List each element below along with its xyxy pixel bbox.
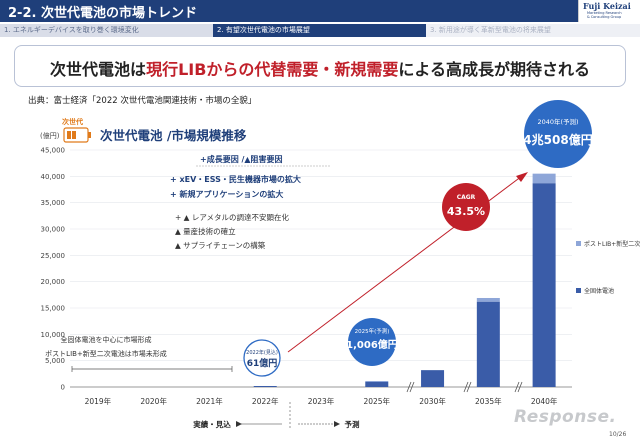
- y-tick-label: 15,000: [41, 305, 66, 313]
- bar-postlib-2025年: [365, 380, 389, 382]
- x-tick-label: 2025年: [363, 396, 390, 406]
- watermark: Response.: [514, 407, 617, 427]
- bubble-2040-value: 4兆508億円: [523, 132, 592, 147]
- cagr-label: CAGR: [457, 194, 476, 201]
- period-actual-label: 実績・見込: [193, 419, 231, 429]
- chart-badge-label: 次世代: [62, 117, 83, 126]
- section-tabs: 1. エネルギーデバイスを取り巻く環境変化 2. 有望次世代電池の市場展望 3.…: [0, 22, 640, 38]
- x-tick-label: 2019年: [85, 396, 112, 406]
- bar-postlib-2035年: [476, 297, 500, 302]
- y-tick-label: 5,000: [45, 357, 65, 365]
- growth-factor-2: + 新規アプリケーションの拡大: [170, 189, 283, 199]
- risk-factor-1: + ▲ レアメタルの調達不安顕在化: [175, 212, 289, 222]
- bubble-2022: [243, 339, 281, 377]
- period-forecast-label: 予測: [345, 419, 360, 429]
- tab-section-2[interactable]: 2. 有望次世代電池の市場展望: [213, 24, 426, 37]
- note-line-1: 全固体電池を中心に市場形成: [61, 335, 152, 344]
- factors-header: +成長要因 /▲阻害要因: [200, 154, 283, 164]
- bar-solidstate-2040年: [532, 183, 556, 387]
- page-number: 10/26: [609, 431, 627, 438]
- bubble-2040: [524, 100, 592, 168]
- bubble-2025-value: 1,006億円: [346, 338, 398, 351]
- risk-factor-2: ▲ 量産技術の確立: [175, 226, 236, 236]
- battery-badge-icon: [63, 127, 91, 143]
- bar-postlib-2040年: [532, 173, 556, 184]
- y-tick-label: 35,000: [41, 199, 66, 207]
- x-tick-label: 2020年: [140, 396, 167, 406]
- y-tick-label: 20,000: [41, 278, 66, 286]
- bar-solidstate-2025年: [365, 381, 389, 387]
- bubble-2040-label: 2040年(予測): [537, 117, 578, 126]
- y-tick-label: 30,000: [41, 226, 66, 234]
- logo-name: Fuji Keizai: [583, 1, 631, 11]
- bar-group: [253, 173, 556, 387]
- cagr-value: 43.5%: [447, 205, 485, 218]
- bubble-2022-value: 61億円: [247, 357, 278, 369]
- page-title: 2-2. 次世代電池の市場トレンド: [8, 6, 197, 21]
- bubble-2025-label: 2025年(予測): [355, 327, 390, 335]
- bubble-2022-label: 2022年(見込): [246, 349, 278, 356]
- x-axis: 2019年 2020年 2021年 2022年 2023年 2025年 2030年 2035年…: [85, 396, 558, 406]
- source-citation: 出典：富士経済「2022 次世代電池関連技術・市場の全貌」: [28, 96, 257, 106]
- x-tick-label: 2035年: [475, 396, 502, 406]
- logo-subtitle: Marketing Research & Consulting Group: [587, 11, 622, 19]
- bar-solidstate-2022年: [253, 386, 277, 387]
- chart-title: 次世代電池 /市場規模推移: [100, 128, 247, 143]
- cagr-bubble: [442, 183, 490, 231]
- legend-label-postlib: ポストLIB+新型二次電池: [584, 240, 640, 248]
- y-axis-unit: (億円): [40, 131, 60, 140]
- x-tick-label: 2040年: [531, 396, 558, 406]
- tab-section-3[interactable]: 3. 新用途が導く革新型電池の将来展望: [426, 24, 640, 37]
- axis-break-marks: [406, 381, 523, 393]
- bar-solidstate-2030年: [421, 370, 445, 387]
- y-tick-label: 0: [61, 384, 65, 392]
- risk-factor-3: ▲ サプライチェーンの構築: [175, 240, 266, 250]
- y-tick-label: 10,000: [41, 331, 66, 339]
- growth-factor-1: + xEV・ESS・民生機器市場の拡大: [170, 174, 301, 184]
- legend-swatch-solidstate: [576, 288, 581, 293]
- growth-arrow-head: [516, 172, 528, 182]
- bar-solidstate-2035年: [476, 301, 500, 387]
- x-tick-label: 2021年: [196, 396, 223, 406]
- bubble-2025: [348, 318, 396, 366]
- y-tick-label: 40,000: [41, 173, 66, 181]
- y-axis: 0 5,000 10,000 15,000 20,000 25,000 30,000 35,0…: [41, 147, 66, 392]
- headline-text: 次世代電池は現行LIBからの代替需要・新規需要による高成長が期待される: [50, 60, 590, 79]
- tab-section-1[interactable]: 1. エネルギーデバイスを取り巻く環境変化: [0, 24, 213, 37]
- legend-swatch-postlib: [576, 241, 581, 246]
- headline-banner: 次世代電池は現行LIBからの代替需要・新規需要による高成長が期待される: [14, 45, 626, 87]
- company-logo: Fuji Keizai Marketing Research & Consulti…: [578, 0, 640, 22]
- y-tick-label: 25,000: [41, 252, 66, 260]
- y-tick-label: 45,000: [41, 147, 66, 155]
- x-tick-label: 2022年: [252, 396, 279, 406]
- x-tick-label: 2023年: [308, 396, 335, 406]
- note-line-2: ポストLIB+新型二次電池は市場未形成: [45, 349, 167, 358]
- x-tick-label: 2030年: [419, 396, 446, 406]
- header-bar: 2-2. 次世代電池の市場トレンド Fuji Keizai Marketing …: [0, 0, 640, 22]
- legend-label-solidstate: 全固体電池: [584, 287, 614, 295]
